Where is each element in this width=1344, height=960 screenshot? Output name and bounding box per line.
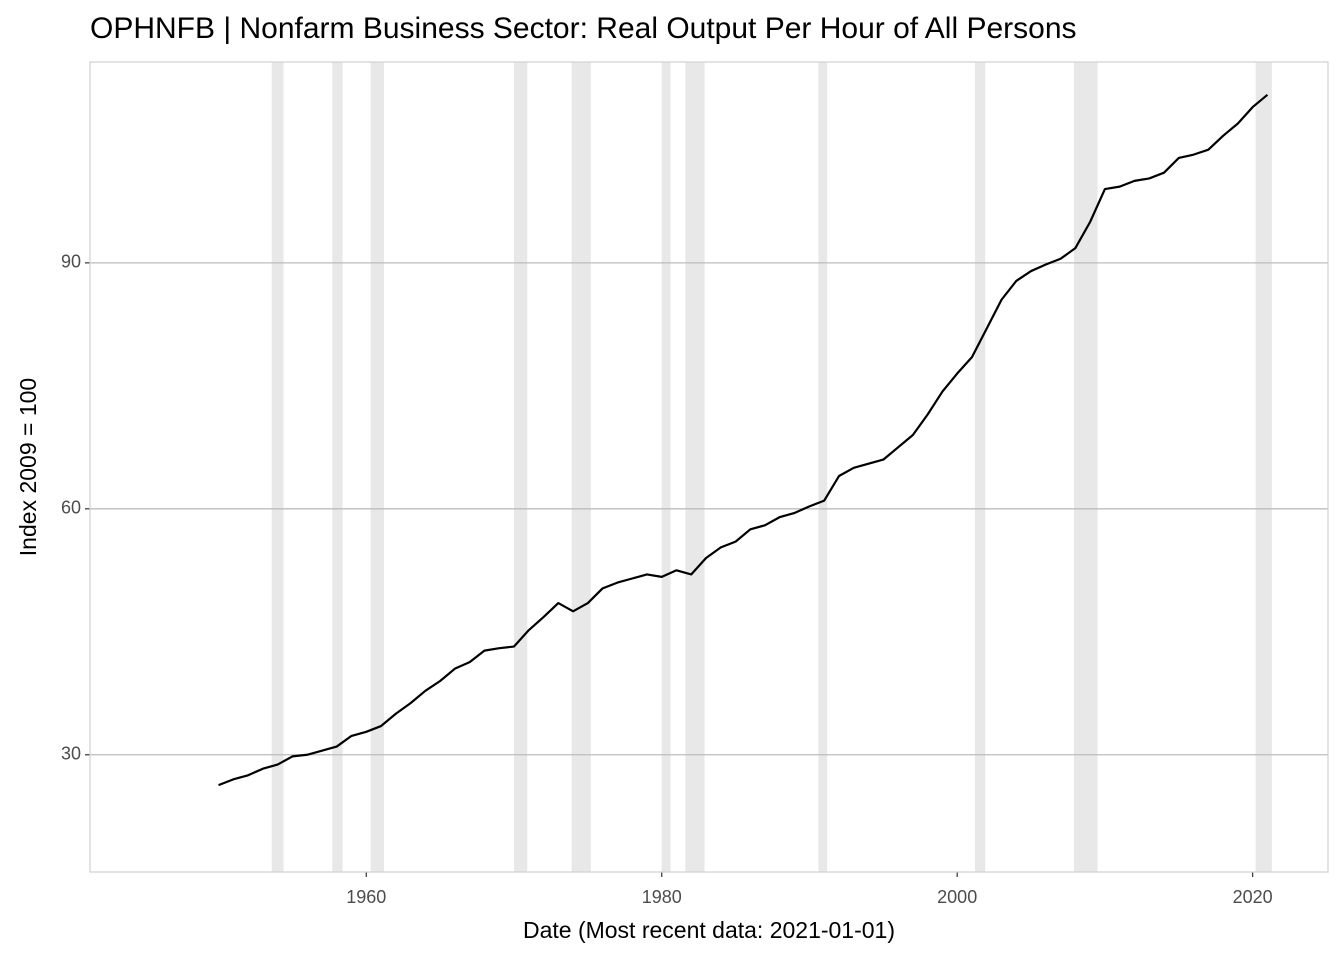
recession-band bbox=[271, 62, 284, 872]
plot-background bbox=[90, 62, 1328, 872]
x-tick-label: 1980 bbox=[642, 887, 682, 907]
recession-band bbox=[513, 62, 528, 872]
recession-band bbox=[1255, 62, 1272, 872]
recession-band bbox=[1073, 62, 1098, 872]
recession-band bbox=[818, 62, 828, 872]
series-line bbox=[218, 93, 1269, 787]
recession-band bbox=[974, 62, 986, 872]
y-axis-title: Index 2009 = 100 bbox=[15, 378, 41, 556]
x-tick-label: 2020 bbox=[1233, 887, 1273, 907]
y-tick-label: 30 bbox=[61, 744, 81, 764]
y-tick-label: 60 bbox=[61, 498, 81, 518]
recession-band bbox=[370, 62, 384, 872]
recession-band bbox=[571, 62, 591, 872]
recession-band bbox=[685, 62, 705, 872]
recession-band bbox=[661, 62, 671, 872]
x-tick-label: 1960 bbox=[346, 887, 386, 907]
x-axis-title: Date (Most recent data: 2021-01-01) bbox=[523, 917, 895, 943]
x-tick-label: 2000 bbox=[937, 887, 977, 907]
recession-band bbox=[332, 62, 343, 872]
chart-title: OPHNFB | Nonfarm Business Sector: Real O… bbox=[90, 12, 1077, 45]
plot-border bbox=[89, 61, 1329, 873]
y-tick-label: 90 bbox=[61, 252, 81, 272]
